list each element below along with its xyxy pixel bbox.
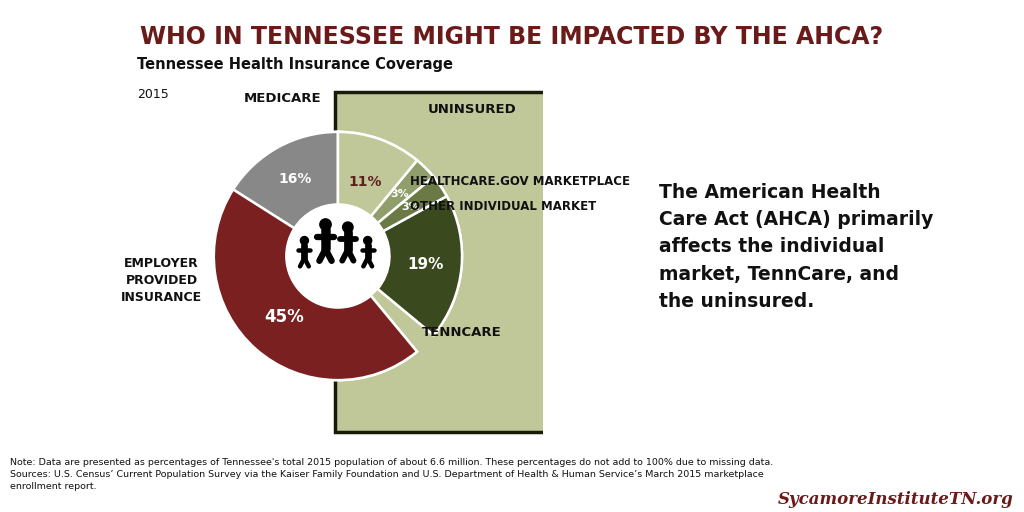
Text: WHO IN TENNESSEE MIGHT BE IMPACTED BY THE AHCA?: WHO IN TENNESSEE MIGHT BE IMPACTED BY TH… [140,25,884,49]
Text: OTHER INDIVIDUAL MARKET: OTHER INDIVIDUAL MARKET [410,200,596,213]
Wedge shape [378,196,462,335]
Text: 3%: 3% [390,189,410,199]
Text: 3%: 3% [401,202,420,211]
Text: HEALTHCARE.GOV MARKETPLACE: HEALTHCARE.GOV MARKETPLACE [410,175,630,188]
Circle shape [287,204,389,308]
Wedge shape [338,132,417,216]
Wedge shape [233,132,338,228]
Wedge shape [214,189,417,380]
Text: TENNCARE: TENNCARE [422,327,502,339]
Text: 11%: 11% [348,175,382,188]
Text: 16%: 16% [279,172,312,186]
Circle shape [364,237,372,245]
Wedge shape [233,132,338,228]
Text: Tennessee Health Insurance Coverage: Tennessee Health Insurance Coverage [137,57,453,72]
Wedge shape [378,177,446,231]
Circle shape [300,237,308,245]
Text: Note: Data are presented as percentages of Tennessee's total 2015 population of : Note: Data are presented as percentages … [10,459,773,491]
Text: The American Health
Care Act (AHCA) primarily
affects the individual
market, Ten: The American Health Care Act (AHCA) prim… [658,183,933,311]
Text: 45%: 45% [264,308,304,326]
Wedge shape [338,132,417,216]
Wedge shape [214,189,417,380]
Circle shape [343,222,353,232]
Wedge shape [378,177,446,231]
Wedge shape [371,160,433,223]
FancyBboxPatch shape [336,92,549,432]
Circle shape [319,219,331,230]
Wedge shape [371,160,433,223]
Wedge shape [378,196,462,335]
Text: SycamoreInstituteTN.org: SycamoreInstituteTN.org [778,490,1014,508]
Text: 2015: 2015 [137,89,169,101]
Text: EMPLOYER
PROVIDED
INSURANCE: EMPLOYER PROVIDED INSURANCE [121,258,202,304]
Text: 19%: 19% [408,257,443,272]
Text: MEDICARE: MEDICARE [244,92,321,105]
Text: UNINSURED: UNINSURED [427,103,516,116]
